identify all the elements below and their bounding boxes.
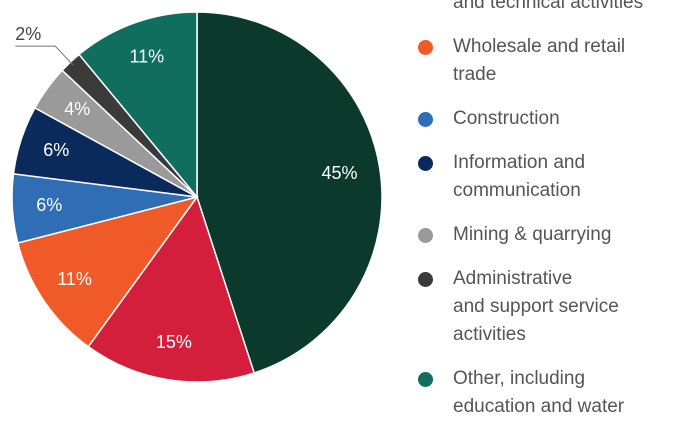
legend-item: Mining & quarrying (418, 221, 688, 249)
legend-label: Information and communication (453, 152, 586, 201)
legend-swatch (418, 156, 433, 171)
slice-label: 11% (57, 269, 92, 289)
pie-slice (87, 195, 256, 383)
slice-label: 45% (322, 163, 358, 183)
slice-label: 15% (156, 332, 192, 352)
legend: and technical activities Wholesale and re… (418, 0, 688, 421)
legend-swatch (418, 372, 433, 387)
legend-label: Mining & quarrying (453, 224, 612, 245)
slice-label: 2% (15, 24, 41, 44)
slice-label: 11% (130, 46, 165, 66)
legend-label: Administrative and support service activ… (453, 268, 619, 345)
slice-label: 6% (36, 195, 62, 215)
legend-label: Other, including education and water (453, 368, 625, 417)
legend-swatch (418, 40, 433, 55)
legend-item: and technical activities (418, 0, 688, 17)
pie-slice (78, 11, 198, 200)
pie-slice (16, 195, 199, 348)
legend-item: Wholesale and retail trade (418, 33, 688, 89)
legend-swatch (418, 112, 433, 127)
legend-swatch (418, 272, 433, 287)
legend-label: Wholesale and retail trade (453, 36, 626, 85)
legend-label: and technical activities (453, 0, 644, 13)
leader-line (15, 45, 74, 66)
legend-item: Administrative and support service activ… (418, 265, 688, 349)
slice-label: 4% (64, 99, 90, 119)
legend-item: Construction (418, 105, 688, 133)
pie-slice (196, 11, 383, 374)
legend-label: Construction (453, 108, 560, 129)
pie-chart: 45% 15% 11% 6% 6% 4% 2% 11% (11, 11, 383, 383)
legend-item: Other, including education and water (418, 365, 688, 421)
legend-swatch (418, 228, 433, 243)
slice-label: 6% (43, 140, 69, 160)
legend-item: Information and communication (418, 149, 688, 205)
